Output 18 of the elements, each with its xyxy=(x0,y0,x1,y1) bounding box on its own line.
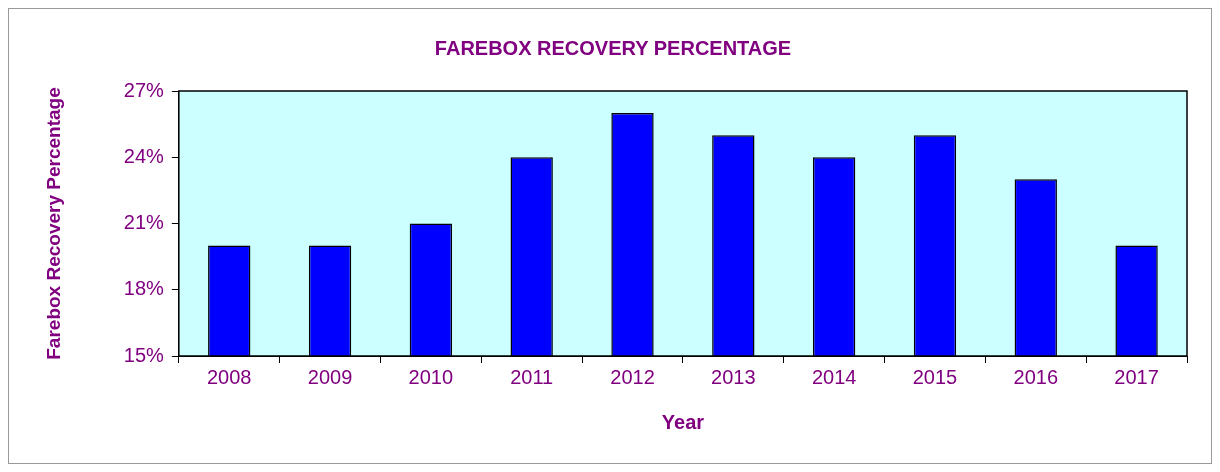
x-tick-label: 2012 xyxy=(610,365,655,388)
x-tick-label: 2008 xyxy=(206,365,252,388)
x-tick-label: 2017 xyxy=(1114,365,1159,388)
y-axis-title: Farebox Recovery Percentage xyxy=(42,87,64,360)
x-tick-label: 2015 xyxy=(912,365,958,388)
chart-title: FAREBOX RECOVERY PERCENTAGE xyxy=(434,36,792,59)
y-tick-label: 15% xyxy=(123,343,165,366)
x-tick-label: 2011 xyxy=(510,365,554,388)
y-tick-label: 18% xyxy=(123,277,165,300)
x-tick-label: 2010 xyxy=(408,365,454,388)
x-tick-label: 2009 xyxy=(307,365,353,388)
x-axis-title: Year xyxy=(661,410,705,433)
y-tick-label: 21% xyxy=(123,211,165,234)
x-tick-label: 2013 xyxy=(711,365,756,388)
x-tick-label: 2016 xyxy=(1013,365,1059,388)
y-tick-label: 27% xyxy=(123,78,165,101)
y-tick-label: 24% xyxy=(123,144,165,167)
x-tick-label: 2014 xyxy=(811,365,857,388)
